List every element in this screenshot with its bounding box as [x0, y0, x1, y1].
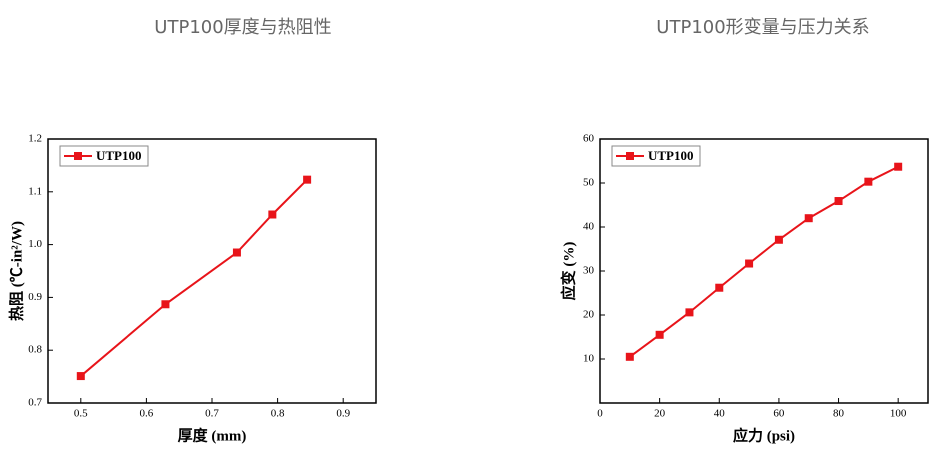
point-marker	[161, 300, 170, 309]
y-tick-label: 10	[583, 353, 595, 365]
legend-box	[59, 145, 149, 167]
point-marker	[685, 308, 694, 317]
y-axis-label: 热阻 (℃-in²/W)	[7, 221, 25, 321]
x-tick-label: 0	[597, 408, 603, 420]
x-tick-label: 0.8	[271, 408, 285, 420]
series-line	[80, 178, 308, 377]
point-marker	[804, 214, 813, 223]
y-tick-label: 0.8	[28, 344, 42, 356]
point-marker	[76, 372, 85, 381]
point-marker	[268, 210, 277, 219]
x-tick-label: 60	[773, 408, 785, 420]
x-tick-label: 0.6	[140, 408, 154, 420]
legend-marker	[74, 152, 82, 160]
point-marker	[864, 177, 873, 186]
point-marker	[894, 162, 903, 171]
x-axis-label: 应力 (psi)	[733, 426, 795, 444]
point-marker	[745, 259, 754, 268]
point-marker	[834, 197, 843, 206]
y-tick-label: 60	[583, 133, 595, 145]
point-marker	[774, 235, 783, 244]
chart-title: UTP100形变量与压力关系	[656, 17, 869, 38]
x-tick-label: 0.9	[336, 408, 350, 420]
point-marker	[655, 330, 664, 339]
point-marker	[303, 175, 312, 184]
y-tick-label: 40	[583, 221, 595, 233]
x-tick-label: 0.7	[205, 408, 219, 420]
legend-marker	[626, 152, 634, 160]
chart-title: UTP100厚度与热阻性	[154, 17, 331, 38]
y-tick-label: 50	[583, 177, 595, 189]
y-tick-label: 1.0	[28, 238, 42, 250]
legend-label: UTP100	[96, 148, 142, 163]
x-tick-label: 80	[833, 408, 845, 420]
x-axis-label: 厚度 (mm)	[178, 426, 247, 444]
y-tick-label: 0.9	[28, 291, 42, 303]
x-tick-label: 0.5	[74, 408, 88, 420]
x-tick-label: 40	[714, 408, 726, 420]
point-marker	[625, 352, 634, 361]
y-tick-label: 30	[583, 265, 595, 277]
y-tick-label: 1.1	[28, 185, 42, 197]
y-tick-label: 1.2	[28, 133, 42, 145]
x-tick-label: 100	[890, 408, 907, 420]
y-axis-label: 应变 (%)	[559, 242, 577, 301]
x-tick-label: 20	[654, 408, 666, 420]
plot-frame	[599, 138, 929, 404]
y-tick-label: 20	[583, 309, 595, 321]
series-line	[629, 165, 899, 358]
y-tick-label: 0.7	[28, 397, 42, 409]
point-marker	[232, 248, 241, 257]
point-marker	[715, 283, 724, 292]
legend-label: UTP100	[648, 148, 694, 163]
legend-box	[611, 145, 701, 167]
